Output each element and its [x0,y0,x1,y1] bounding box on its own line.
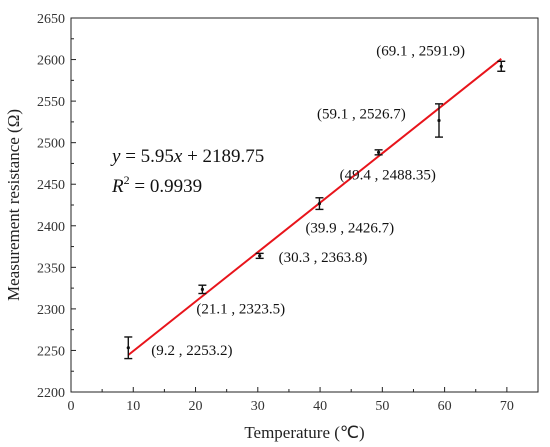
x-tick-label: 20 [189,399,203,414]
fit-layer [127,58,502,356]
y-tick-label: 2300 [37,303,65,318]
plot-area [70,17,539,393]
equation-prefix: = 5.95 [120,146,173,167]
y-tick-label: 2200 [37,386,65,401]
data-point [126,346,130,350]
y-tick-label: 2650 [37,12,65,27]
data-point [376,150,381,154]
r2-sup: 2 [124,173,130,187]
fit-r-squared: R2 = 0.9939 [111,173,202,197]
y-tick-label: 2600 [37,54,65,69]
data-point [258,254,262,258]
x-tick-label: 70 [500,399,514,414]
y-tick-label: 2350 [37,261,65,276]
r2-label: R [111,176,124,197]
point-label: (9.2 , 2253.2) [151,343,232,359]
x-axis-title: Temperature (℃) [244,423,364,442]
equation-lhs: y [110,146,121,167]
x-tick-label: 40 [313,399,327,414]
y-tick-label: 2550 [37,95,65,110]
data-point [437,118,441,123]
x-tick-label: 60 [438,399,452,414]
point-label: (59.1 , 2526.7) [317,106,406,122]
y-tick-label: 2450 [37,178,65,193]
equation-var: x [173,146,183,167]
tick-group: 0 10 20 30 40 50 60 70 2200 2250 2300 2350 2400 2450 2… [37,12,514,414]
data-point [200,287,204,291]
r2-value: = 0.9939 [130,176,202,197]
x-tick-label: 0 [68,399,75,414]
fit-line [127,58,502,356]
y-axis-title: Measurement resistance (Ω) [4,109,23,301]
point-label: (30.3 , 2363.8) [279,250,368,266]
data-point [317,201,322,206]
fit-equation: y = 5.95x + 2189.75 [110,146,264,167]
equation-suffix: + 2189.75 [182,146,264,167]
point-label: (49.4 , 2488.35) [340,167,436,183]
point-label: (69.1 , 2591.9) [376,43,465,59]
y-tick-label: 2250 [37,344,65,359]
point-label: (39.9 , 2426.7) [305,221,394,237]
point-labels-layer: (9.2 , 2253.2) (21.1 , 2323.5) (30.3 , 236… [151,43,465,358]
point-label: (21.1 , 2323.5) [196,301,285,317]
x-tick-label: 10 [126,399,140,414]
y-tick-label: 2500 [37,137,65,152]
y-tick-label: 2400 [37,220,65,235]
points-layer [124,60,506,360]
data-point [499,64,503,68]
x-tick-label: 30 [251,399,265,414]
x-tick-label: 50 [375,399,389,414]
